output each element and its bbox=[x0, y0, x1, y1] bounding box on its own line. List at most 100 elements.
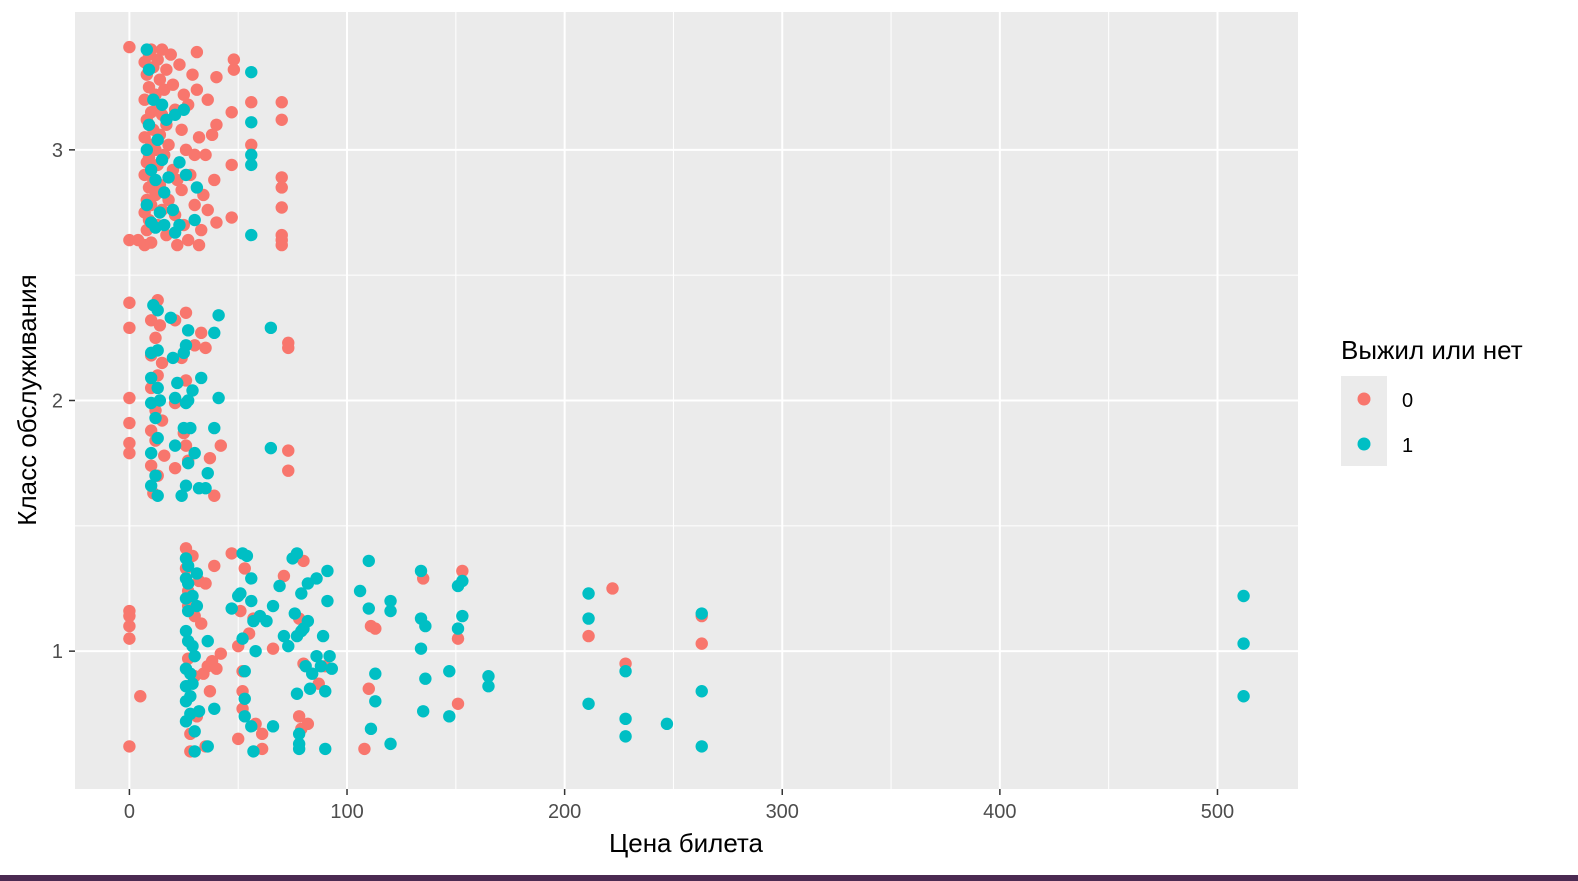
point-survived-1 bbox=[195, 371, 208, 385]
point-survived-1 bbox=[144, 371, 158, 385]
point-survived-1 bbox=[416, 705, 430, 718]
point-survived-1 bbox=[1237, 690, 1250, 703]
point-survived-1 bbox=[362, 554, 375, 568]
point-survived-0 bbox=[238, 562, 251, 575]
point-survived-1 bbox=[1237, 589, 1250, 603]
point-survived-0 bbox=[177, 88, 191, 101]
point-survived-0 bbox=[123, 609, 136, 623]
point-survived-1 bbox=[236, 632, 249, 645]
point-survived-1 bbox=[184, 690, 197, 703]
x-tick-label: 100 bbox=[330, 801, 363, 823]
point-survived-0 bbox=[171, 238, 184, 252]
point-survived-0 bbox=[210, 662, 223, 675]
point-survived-1 bbox=[164, 311, 177, 324]
point-survived-1 bbox=[171, 376, 184, 390]
point-survived-1 bbox=[208, 326, 221, 340]
point-survived-0 bbox=[134, 690, 147, 703]
point-survived-1 bbox=[184, 421, 197, 435]
point-survived-1 bbox=[660, 717, 674, 731]
point-survived-1 bbox=[173, 156, 186, 169]
point-survived-1 bbox=[619, 712, 632, 726]
point-survived-0 bbox=[186, 68, 199, 81]
point-survived-0 bbox=[153, 73, 167, 86]
point-survived-1 bbox=[323, 649, 336, 663]
point-survived-1 bbox=[353, 584, 367, 598]
point-survived-0 bbox=[192, 131, 206, 144]
point-survived-1 bbox=[186, 384, 199, 397]
point-survived-1 bbox=[158, 186, 171, 199]
point-survived-1 bbox=[414, 642, 428, 655]
point-survived-0 bbox=[162, 138, 175, 152]
point-survived-0 bbox=[275, 201, 288, 214]
point-survived-1 bbox=[266, 599, 280, 613]
point-survived-1 bbox=[201, 466, 214, 480]
point-survived-0 bbox=[188, 198, 201, 212]
point-survived-1 bbox=[369, 695, 382, 708]
point-survived-1 bbox=[153, 206, 167, 219]
legend-key-background bbox=[1341, 376, 1387, 466]
point-survived-1 bbox=[456, 609, 469, 623]
point-survived-1 bbox=[190, 599, 204, 613]
point-survived-1 bbox=[186, 639, 199, 653]
point-survived-0 bbox=[199, 341, 212, 355]
point-survived-0 bbox=[123, 416, 136, 430]
point-survived-1 bbox=[201, 634, 214, 648]
point-survived-0 bbox=[166, 78, 180, 91]
point-survived-1 bbox=[619, 664, 632, 678]
x-tick-label: 500 bbox=[1201, 801, 1234, 823]
point-survived-0 bbox=[168, 461, 182, 475]
point-survived-1 bbox=[443, 710, 456, 723]
point-survived-0 bbox=[201, 203, 214, 217]
point-survived-0 bbox=[225, 158, 238, 172]
point-survived-1 bbox=[247, 745, 260, 758]
point-survived-0 bbox=[275, 181, 288, 194]
y-axis-title: Класс обслуживания bbox=[12, 274, 42, 525]
x-tick-label: 300 bbox=[766, 801, 799, 823]
point-survived-1 bbox=[199, 482, 212, 495]
point-survived-1 bbox=[179, 479, 193, 492]
point-survived-1 bbox=[245, 65, 258, 79]
legend: Выжил или нет 0 1 bbox=[1341, 335, 1523, 466]
point-survived-0 bbox=[214, 439, 228, 452]
point-survived-0 bbox=[179, 439, 193, 452]
point-survived-1 bbox=[303, 682, 317, 695]
point-survived-0 bbox=[190, 45, 204, 59]
point-survived-1 bbox=[181, 394, 195, 407]
point-survived-1 bbox=[266, 720, 280, 733]
point-survived-1 bbox=[321, 564, 334, 578]
point-survived-0 bbox=[282, 444, 295, 457]
point-survived-0 bbox=[227, 53, 241, 66]
point-survived-0 bbox=[301, 717, 315, 731]
point-survived-1 bbox=[151, 304, 164, 317]
point-survived-1 bbox=[245, 158, 258, 172]
point-survived-1 bbox=[321, 594, 334, 608]
point-survived-0 bbox=[123, 40, 136, 54]
y-axis-ticks: 1 2 3 bbox=[52, 140, 75, 663]
point-survived-1 bbox=[188, 725, 201, 738]
legend-key-0 bbox=[1357, 392, 1371, 406]
point-survived-0 bbox=[164, 48, 177, 61]
point-survived-1 bbox=[456, 574, 469, 588]
point-survived-0 bbox=[123, 321, 136, 335]
point-survived-0 bbox=[695, 637, 708, 650]
point-survived-0 bbox=[205, 128, 219, 142]
point-survived-1 bbox=[292, 737, 306, 751]
point-survived-1 bbox=[151, 489, 164, 502]
point-survived-1 bbox=[190, 181, 204, 194]
y-tick-label: 3 bbox=[52, 140, 63, 162]
point-survived-0 bbox=[158, 449, 171, 462]
point-survived-1 bbox=[181, 577, 195, 590]
point-survived-1 bbox=[188, 446, 201, 460]
point-survived-1 bbox=[282, 639, 295, 653]
x-tick-label: 0 bbox=[124, 801, 135, 823]
point-survived-1 bbox=[212, 309, 225, 322]
point-survived-1 bbox=[319, 742, 332, 756]
point-survived-0 bbox=[153, 319, 167, 332]
point-survived-0 bbox=[144, 236, 158, 249]
point-survived-1 bbox=[273, 579, 286, 593]
point-survived-1 bbox=[290, 547, 304, 560]
point-survived-1 bbox=[288, 607, 301, 620]
point-survived-1 bbox=[245, 228, 258, 242]
point-survived-0 bbox=[195, 617, 208, 630]
point-survived-1 bbox=[149, 173, 162, 187]
